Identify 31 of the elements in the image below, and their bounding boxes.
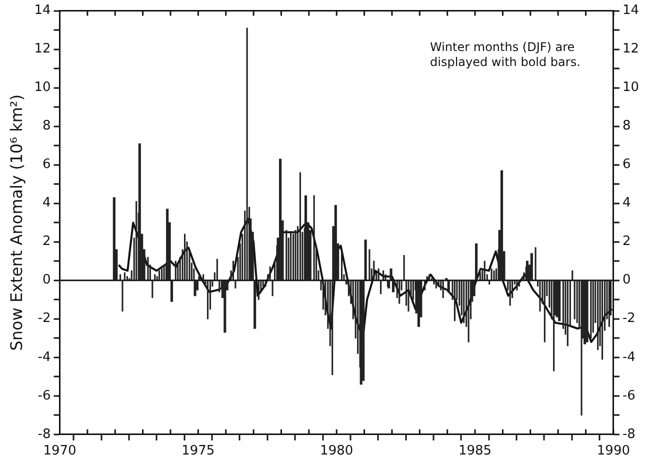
y-tick-label: -8: [38, 426, 51, 442]
y-tick-label: -2: [38, 311, 51, 326]
y2-tick-label: -2: [622, 311, 636, 326]
y-tick-label: 0: [42, 272, 51, 288]
y2-tick-label: -4: [622, 350, 636, 365]
x-tick-label: 1980: [320, 444, 354, 459]
y-axis-title: Snow Extent Anomaly (10⁶ km²): [6, 94, 26, 351]
y2-tick-label: 4: [622, 196, 631, 211]
x-tick-label: 1990: [596, 444, 630, 459]
y2-tick-label: 12: [622, 42, 640, 57]
y2-tick-label: 6: [622, 157, 631, 172]
y2-tick-label: 8: [622, 118, 631, 134]
y-tick-label: -6: [38, 388, 51, 404]
y2-tick-label: -8: [622, 426, 636, 442]
y-tick-label: 4: [42, 196, 51, 211]
y2-tick-label: 10: [622, 80, 640, 96]
x-tick-label: 1975: [182, 444, 215, 459]
y-tick-label: 12: [34, 42, 51, 57]
y2-tick-label: 14: [622, 3, 640, 18]
y-tick-label: 14: [34, 3, 51, 18]
y-tick-label: 8: [42, 118, 51, 134]
x-tick-label: 1985: [458, 444, 492, 459]
annotation: Winter months (DJF) are displayed with bold bars.: [430, 40, 582, 70]
y-tick-label: 6: [42, 157, 51, 172]
y2-tick-label: 0: [622, 272, 631, 288]
y-tick-label: 2: [42, 234, 51, 250]
y-tick-label: 10: [34, 80, 51, 96]
y2-tick-label: -6: [622, 388, 636, 404]
y-tick-label: -4: [38, 350, 51, 365]
x-tick-label: 1970: [43, 444, 76, 459]
y2-tick-label: 2: [622, 234, 631, 250]
